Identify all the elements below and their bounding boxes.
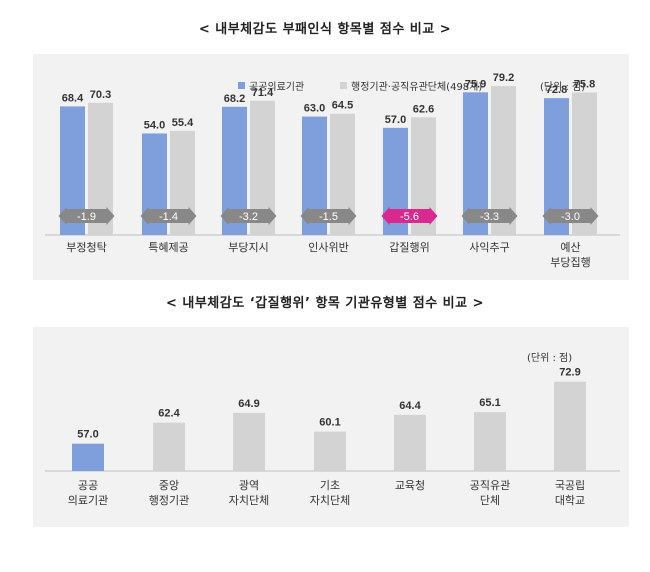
category-label: 자치단체 xyxy=(229,494,269,507)
difference-arrow xyxy=(542,207,599,225)
data-label: 64.9 xyxy=(238,398,259,410)
difference-arrow xyxy=(461,207,518,225)
difference-label: -3.0 xyxy=(561,211,580,223)
difference-label: -1.9 xyxy=(77,211,96,223)
data-label: 62.4 xyxy=(158,408,180,420)
category-label: 공직유관 xyxy=(470,479,510,492)
data-label: 71.4 xyxy=(252,87,274,99)
category-label: 대학교 xyxy=(555,494,585,507)
category-label: 자치단체 xyxy=(310,494,350,507)
data-label: 75.8 xyxy=(574,78,595,90)
bar-agency-type xyxy=(72,443,104,471)
difference-arrow xyxy=(300,207,357,225)
category-label: 부당집행 xyxy=(550,256,590,269)
category-label: 공공 xyxy=(78,479,98,492)
legend-swatch xyxy=(238,82,245,89)
category-label: 부정청탁 xyxy=(66,241,106,254)
legend-label: 공공의료기관 xyxy=(249,82,305,93)
difference-label: -5.6 xyxy=(400,211,419,223)
data-label: 55.4 xyxy=(172,117,194,129)
data-label: 70.3 xyxy=(90,89,111,101)
data-label: 54.0 xyxy=(144,119,165,131)
difference-arrow xyxy=(220,207,277,225)
legend-item-series1: 공공의료기관 xyxy=(238,78,304,93)
difference-arrow xyxy=(58,207,115,225)
data-label: 68.2 xyxy=(224,93,245,105)
category-label: 교육청 xyxy=(395,479,425,492)
category-label: 국공립 xyxy=(555,479,585,492)
difference-label: -3.3 xyxy=(480,211,499,223)
data-label: 60.1 xyxy=(319,417,340,429)
data-label: 62.6 xyxy=(413,103,434,115)
bar-agency-type xyxy=(554,381,586,471)
category-label: 특혜제공 xyxy=(148,241,188,254)
category-label: 예산 xyxy=(560,241,580,254)
category-label: 중앙 xyxy=(159,479,179,492)
chart2-unit: (단위 : 점) xyxy=(527,353,573,364)
category-label: 단체 xyxy=(480,494,500,507)
difference-label: -3.2 xyxy=(239,211,258,223)
chart1-unit: (단위 : 점) xyxy=(540,82,586,93)
category-label: 행정기관 xyxy=(149,494,189,507)
difference-label: -1.4 xyxy=(159,211,178,223)
difference-arrow xyxy=(381,207,438,225)
category-label: 광역 xyxy=(239,479,259,492)
data-label: 79.2 xyxy=(493,72,514,84)
bar-agency-type xyxy=(233,412,265,471)
data-label: 64.5 xyxy=(332,100,353,112)
data-label: 72.8 xyxy=(546,84,567,96)
data-label: 63.0 xyxy=(304,103,325,115)
chart2-panel xyxy=(33,327,629,527)
bar-agency-type xyxy=(474,412,506,471)
legend-item-series2: 행정기관·공직유관단체(498개) xyxy=(340,78,482,93)
category-label: 의료기관 xyxy=(68,494,108,507)
chart1-title: < 내부체감도 부패인식 항목별 점수 비교 > xyxy=(198,22,452,37)
data-label: 75.9 xyxy=(465,78,486,90)
legend-label: 행정기관·공직유관단체(498개) xyxy=(351,82,483,93)
data-label: 65.1 xyxy=(479,397,500,409)
data-label: 57.0 xyxy=(77,429,98,441)
data-label: 72.9 xyxy=(559,367,580,379)
category-label: 부당지시 xyxy=(228,241,268,254)
bar-agency-type xyxy=(394,414,426,471)
data-label: 68.4 xyxy=(62,92,84,104)
category-label: 갑질행위 xyxy=(389,241,429,254)
data-label: 64.4 xyxy=(399,400,421,412)
difference-label: -1.5 xyxy=(319,211,338,223)
chart2-title: < 내부체감도 ‘갑질행위’ 항목 기관유형별 점수 비교 > xyxy=(165,296,485,311)
difference-arrow xyxy=(140,207,197,225)
legend-swatch xyxy=(340,82,347,89)
category-label: 사익추구 xyxy=(469,241,509,254)
bar-agency-type xyxy=(314,431,346,471)
category-label: 기초 xyxy=(320,479,340,492)
category-label: 인사위반 xyxy=(308,241,348,254)
bar-agency-type xyxy=(153,422,185,471)
data-label: 57.0 xyxy=(385,114,406,126)
